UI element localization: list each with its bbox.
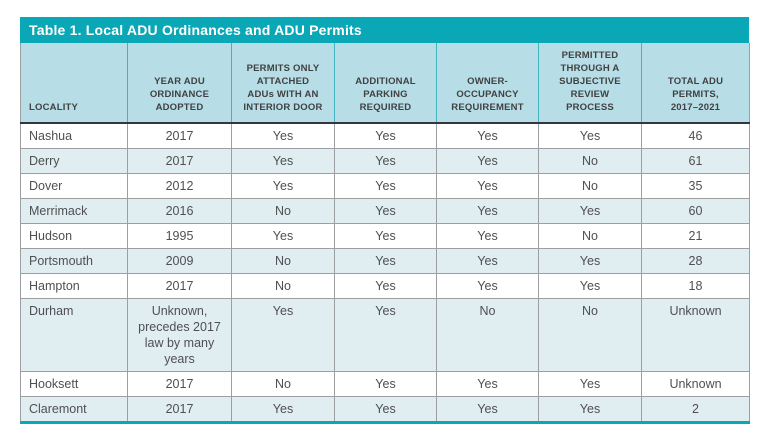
cell-total-permits: Unknown (641, 298, 750, 372)
cell-year-adopted: 2017 (127, 371, 232, 397)
cell-attached-only: Yes (231, 173, 335, 199)
table-row-hooksett: Hooksett 2017 No Yes Yes Yes Unknown (20, 371, 750, 397)
cell-owner-occupancy: Yes (436, 273, 539, 299)
cell-total-permits: 46 (641, 123, 750, 149)
header-row: LOCALITY YEAR ADU ORDINANCE ADOPTED PERM… (20, 43, 750, 124)
table-row-merrimack: Merrimack 2016 No Yes Yes Yes 60 (20, 198, 750, 224)
cell-parking: Yes (334, 371, 437, 397)
cell-parking: Yes (334, 198, 437, 224)
cell-subjective-review: Yes (538, 371, 642, 397)
cell-year-adopted: 2012 (127, 173, 232, 199)
cell-subjective-review: No (538, 298, 642, 372)
cell-parking: Yes (334, 148, 437, 174)
cell-total-permits: 21 (641, 223, 750, 249)
cell-parking: Yes (334, 273, 437, 299)
cell-owner-occupancy: Yes (436, 371, 539, 397)
cell-subjective-review: No (538, 148, 642, 174)
cell-owner-occupancy: Yes (436, 123, 539, 149)
adu-table-figure: Table 1. Local ADU Ordinances and ADU Pe… (20, 17, 750, 424)
adu-table: LOCALITY YEAR ADU ORDINANCE ADOPTED PERM… (20, 43, 750, 424)
table-row-durham: Durham Unknown, precedes 2017 law by man… (20, 298, 750, 372)
cell-attached-only: Yes (231, 223, 335, 249)
table-title: Table 1. Local ADU Ordinances and ADU Pe… (29, 22, 362, 38)
cell-total-permits: 35 (641, 173, 750, 199)
cell-total-permits: Unknown (641, 371, 750, 397)
cell-parking: Yes (334, 223, 437, 249)
cell-attached-only: No (231, 198, 335, 224)
cell-owner-occupancy: Yes (436, 396, 539, 423)
cell-attached-only: Yes (231, 396, 335, 423)
cell-attached-only: No (231, 248, 335, 274)
cell-parking: Yes (334, 248, 437, 274)
cell-total-permits: 18 (641, 273, 750, 299)
cell-locality: Portsmouth (20, 248, 128, 274)
cell-locality: Merrimack (20, 198, 128, 224)
table-row-hampton: Hampton 2017 No Yes Yes Yes 18 (20, 273, 750, 299)
cell-subjective-review: No (538, 173, 642, 199)
cell-parking: Yes (334, 123, 437, 149)
header-cell-subjective-review: PERMITTED THROUGH A SUBJECTIVE REVIEW PR… (538, 43, 642, 124)
cell-total-permits: 60 (641, 198, 750, 224)
cell-year-adopted: 2016 (127, 198, 232, 224)
cell-parking: Yes (334, 396, 437, 423)
cell-locality: Nashua (20, 123, 128, 149)
cell-year-adopted: Unknown, precedes 2017 law by many years (127, 298, 232, 372)
cell-total-permits: 61 (641, 148, 750, 174)
cell-locality: Dover (20, 173, 128, 199)
cell-attached-only: No (231, 371, 335, 397)
cell-year-adopted: 2017 (127, 123, 232, 149)
header-cell-parking: ADDITIONAL PARKING REQUIRED (334, 43, 437, 124)
cell-locality: Derry (20, 148, 128, 174)
cell-total-permits: 28 (641, 248, 750, 274)
cell-attached-only: No (231, 273, 335, 299)
cell-attached-only: Yes (231, 123, 335, 149)
cell-year-adopted: 2017 (127, 396, 232, 423)
cell-owner-occupancy: No (436, 298, 539, 372)
cell-owner-occupancy: Yes (436, 223, 539, 249)
cell-locality: Durham (20, 298, 128, 372)
cell-year-adopted: 2017 (127, 273, 232, 299)
table-row-hudson: Hudson 1995 Yes Yes Yes No 21 (20, 223, 750, 249)
cell-subjective-review: No (538, 223, 642, 249)
table-row-derry: Derry 2017 Yes Yes Yes No 61 (20, 148, 750, 174)
header-cell-attached-only: PERMITS ONLY ATTACHED ADUs WITH AN INTER… (231, 43, 335, 124)
table-row-claremont: Claremont 2017 Yes Yes Yes Yes 2 (20, 396, 750, 423)
cell-subjective-review: Yes (538, 396, 642, 423)
cell-parking: Yes (334, 173, 437, 199)
cell-owner-occupancy: Yes (436, 248, 539, 274)
table-header: LOCALITY YEAR ADU ORDINANCE ADOPTED PERM… (20, 43, 750, 124)
cell-locality: Hooksett (20, 371, 128, 397)
cell-year-adopted: 2009 (127, 248, 232, 274)
header-cell-year-adopted: YEAR ADU ORDINANCE ADOPTED (127, 43, 232, 124)
cell-owner-occupancy: Yes (436, 198, 539, 224)
table-row-portsmouth: Portsmouth 2009 No Yes Yes Yes 28 (20, 248, 750, 274)
cell-year-adopted: 1995 (127, 223, 232, 249)
table-title-bar: Table 1. Local ADU Ordinances and ADU Pe… (20, 17, 749, 43)
header-cell-locality: LOCALITY (20, 43, 128, 124)
cell-subjective-review: Yes (538, 248, 642, 274)
cell-owner-occupancy: Yes (436, 148, 539, 174)
table-row-nashua: Nashua 2017 Yes Yes Yes Yes 46 (20, 123, 750, 149)
cell-subjective-review: Yes (538, 123, 642, 149)
cell-attached-only: Yes (231, 298, 335, 372)
cell-locality: Hudson (20, 223, 128, 249)
cell-subjective-review: Yes (538, 273, 642, 299)
cell-year-adopted: 2017 (127, 148, 232, 174)
table-row-dover: Dover 2012 Yes Yes Yes No 35 (20, 173, 750, 199)
cell-total-permits: 2 (641, 396, 750, 423)
cell-subjective-review: Yes (538, 198, 642, 224)
header-cell-owner-occupancy: OWNER- OCCUPANCY REQUIREMENT (436, 43, 539, 124)
cell-attached-only: Yes (231, 148, 335, 174)
cell-locality: Hampton (20, 273, 128, 299)
table-body: Nashua 2017 Yes Yes Yes Yes 46 Derry 201… (20, 123, 750, 423)
cell-parking: Yes (334, 298, 437, 372)
cell-locality: Claremont (20, 396, 128, 423)
cell-owner-occupancy: Yes (436, 173, 539, 199)
header-cell-total-permits: TOTAL ADU PERMITS, 2017–2021 (641, 43, 750, 124)
